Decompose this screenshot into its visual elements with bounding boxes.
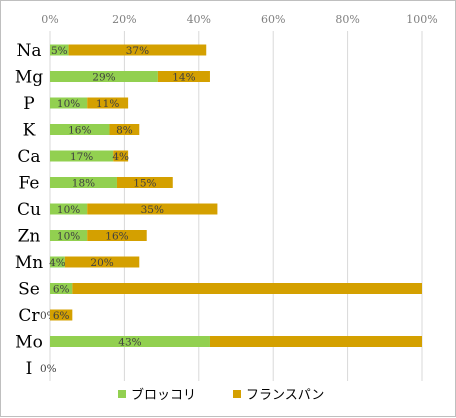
category-label: I [26,359,33,379]
data-label: 20% [90,257,113,269]
data-label: 10% [57,231,80,243]
data-label: 37% [126,45,149,57]
bar-broccoli [50,150,114,162]
category-label: Zn [18,227,41,247]
data-label: 14% [172,72,195,84]
category-label: P [23,94,34,114]
data-label: 10% [57,204,80,216]
bar-baguette [116,177,173,188]
bar-baguette [157,71,210,82]
x-tick-label: 20% [112,13,136,26]
data-label: 15% [133,178,156,190]
bar-baguette [87,230,147,241]
bar-baguette [209,336,422,347]
category-label: Mo [15,333,43,353]
data-label: 17% [70,151,93,163]
x-tick-label: 40% [187,13,211,26]
legend-swatch-baguette [233,390,241,398]
data-label: 10% [57,98,80,110]
data-label: 8% [116,125,133,137]
bar-broccoli [50,256,65,268]
bar-broccoli [50,283,73,294]
data-label: 6% [53,284,70,296]
category-label: Cu [17,200,41,220]
x-tick-label: 0% [41,13,58,26]
bar-broccoli [50,71,158,82]
category-label: Ca [17,147,40,167]
bar-broccoli [50,44,69,56]
legend-label-baguette: フランスパン [246,388,324,403]
data-label: 18% [72,178,95,190]
bar-broccoli [50,177,117,188]
category-label: Fe [19,174,40,194]
data-label: 4% [49,257,66,269]
bar-baguette [109,124,140,135]
bar-broccoli [50,336,210,347]
category-label: Mg [15,68,43,88]
data-label: 5% [51,45,68,57]
x-tick-label: 100% [406,13,437,26]
x-tick-label: 80% [335,13,359,26]
bar-broccoli [50,97,88,109]
bar-baguette [87,97,129,109]
category-label: Mn [15,253,43,273]
data-label: 11% [96,98,119,110]
bar-baguette [87,203,218,215]
data-label: 43% [118,337,141,349]
bar-baguette [64,256,140,268]
data-label: 29% [92,72,115,84]
bar-baguette [113,150,129,162]
data-label: 0% [40,363,57,375]
bar-broccoli [50,203,88,215]
data-label: 4% [112,151,129,163]
category-label: Cr [18,306,40,326]
bar-baguette [68,44,207,56]
legend-label-broccoli: ブロッコリ [131,387,196,403]
legend-swatch-broccoli [118,390,126,398]
category-label: K [23,121,36,141]
category-label: Se [18,280,40,300]
data-label: 16% [105,231,128,243]
x-tick-label: 60% [261,13,285,26]
bar-broccoli [50,124,110,135]
bar-baguette [72,283,422,294]
data-label: 35% [141,204,164,216]
data-label: 16% [68,125,91,137]
bar-broccoli [50,230,88,241]
category-label: Na [16,41,41,61]
data-label: 6% [53,310,70,322]
bar-baguette [50,309,73,321]
